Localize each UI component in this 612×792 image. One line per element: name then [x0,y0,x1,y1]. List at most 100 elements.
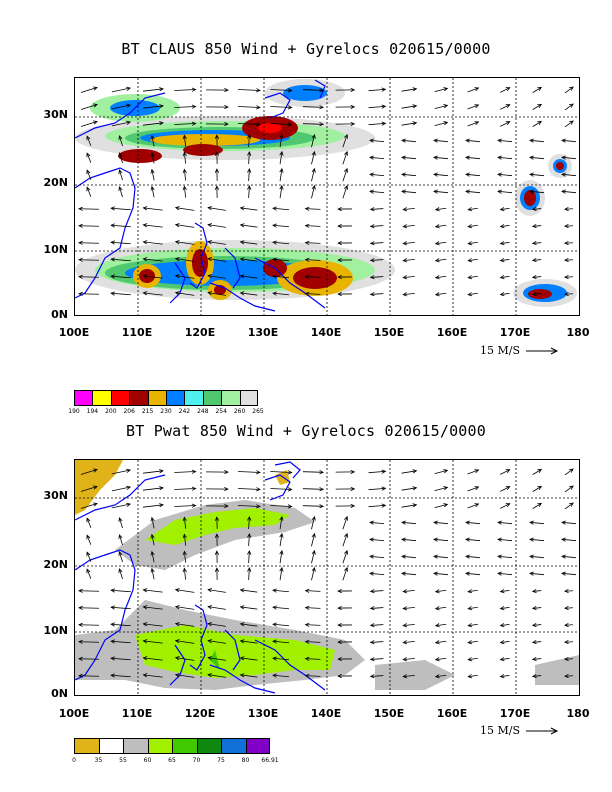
wind-vector [468,241,478,245]
wind-vector-head [433,554,438,559]
wind-vector-head [287,105,293,110]
wind-vector-head [182,550,187,556]
legend-swatch [92,390,111,406]
wind-vector-head [93,502,98,507]
wind-vector-head [214,185,220,190]
wind-vector-head [337,639,342,645]
wind-vector-head [564,223,569,229]
legend-tick-label: 60 [143,757,152,764]
wind-vector [248,550,250,564]
wind-vector-head [78,257,83,262]
legend-swatch [123,738,148,754]
legend-swatch [245,738,270,754]
wind-vector [435,241,447,245]
wind-vector [342,185,348,199]
wind-vector [311,185,315,199]
wind-vector [369,173,385,177]
wind-vector-head [126,468,132,473]
wind-vector [370,208,384,210]
wind-vector-head [142,605,148,610]
wind-vector [369,139,385,143]
wind-vector-head [434,258,440,263]
wind-vector-head [344,566,349,572]
wind-vector [111,674,131,678]
wind-vector [529,190,545,194]
wind-vector [532,641,542,643]
wind-vector [370,276,384,278]
wind-vector-head [531,639,537,645]
wind-vector-head [465,520,470,525]
wind-vector-head [214,567,220,572]
wind-vector-head [537,485,543,490]
wind-vector [401,173,417,177]
wind-vector-head [381,486,387,491]
wind-vector [151,551,155,563]
wind-vector-head [247,550,252,555]
wind-vector-head [505,87,511,92]
wind-vector-head [214,168,220,173]
wind-vector [500,121,510,127]
wind-vector-head [142,206,148,211]
wind-vector [175,674,195,678]
x-tick-label: 160E [436,707,468,720]
wind-vector-head [272,257,277,262]
wind-vector [435,657,447,661]
wind-vector-head [564,206,569,212]
wind-vector-head [182,134,187,140]
wind-vector-head [474,104,480,109]
wind-vector [497,139,513,143]
wind-vector [272,258,290,262]
wind-vector [561,190,577,194]
wind-vector [369,538,385,542]
wind-vector-head [319,88,325,93]
wind-vector-head [531,622,537,628]
wind-vector-head [529,537,534,542]
wind-vector [208,623,226,627]
wind-vector [111,657,131,661]
wind-vector [183,534,187,546]
wind-vector [302,106,324,108]
wind-vector [302,471,324,473]
wind-vector-head [443,486,449,491]
wind-vector-head [214,151,220,156]
wind-vector [80,503,98,509]
wind-vector-head [191,486,197,491]
wind-vector [532,675,542,677]
wind-vector [208,224,226,228]
wind-vector [465,156,481,160]
wind-vector [342,168,348,182]
wind-vector [111,640,131,644]
legend-tick-label: 248 [197,408,209,415]
wind-vector-head [118,551,123,556]
wind-vector-head [304,257,310,262]
wind-vector-head [434,674,440,679]
wind-vector-head [319,105,325,110]
wind-vector [279,567,283,581]
wind-vector-head [118,534,123,539]
wind-vector [500,241,510,245]
wind-vector-head [78,622,83,627]
wind-vector-head [150,516,155,522]
wind-vector [468,657,478,661]
wind-vector [403,258,415,262]
wind-vector [561,555,577,559]
wind-vector [240,258,258,262]
wind-vector-head [344,549,349,555]
wind-vector [174,471,196,473]
wind-vector [279,550,283,564]
wind-vector-head [561,189,566,194]
wind-vector [401,139,417,143]
wind-vector-head [337,206,342,212]
wind-vector [532,486,542,492]
wind-vector [500,674,510,678]
wind-vector-head [467,207,473,212]
wind-vector-head [311,515,316,521]
legend-swatch [147,738,172,754]
wind-vector-head [505,486,511,491]
wind-vector-head [182,567,187,573]
wind-vector-head [402,258,408,263]
wind-vector-head [159,503,164,508]
wind-vector [208,606,226,610]
wind-vector [532,225,542,227]
x-tick-label: 120E [184,707,216,720]
